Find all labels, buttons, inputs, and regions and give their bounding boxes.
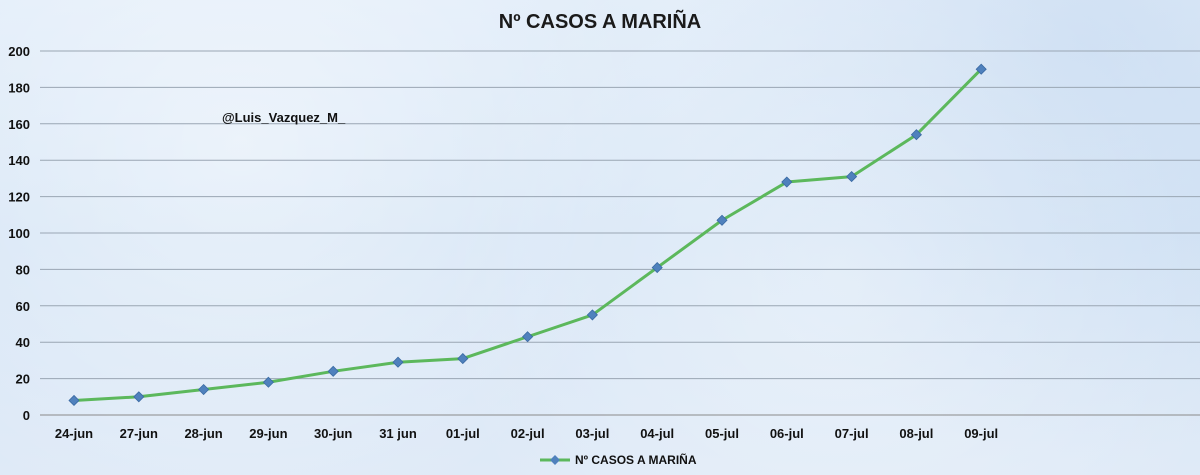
data-point-marker xyxy=(910,129,922,141)
x-tick-label: 05-jul xyxy=(705,426,739,441)
x-tick-label: 02-jul xyxy=(511,426,545,441)
y-tick-label: 0 xyxy=(23,408,30,423)
y-tick-label: 40 xyxy=(16,335,30,350)
x-tick-label: 24-jun xyxy=(55,426,93,441)
x-tick-label: 09-jul xyxy=(964,426,998,441)
data-point-marker xyxy=(781,176,793,188)
data-point-marker xyxy=(716,214,728,226)
y-tick-label: 80 xyxy=(16,262,30,277)
x-tick-label: 08-jul xyxy=(899,426,933,441)
data-point-marker xyxy=(846,171,858,183)
y-tick-label: 160 xyxy=(8,117,30,132)
legend-label: Nº CASOS A MARIÑA xyxy=(575,452,697,467)
legend-marker-swatch xyxy=(550,455,560,465)
y-tick-labels: 0 20 40 60 80 100 120 140 160 180 200 xyxy=(8,44,30,423)
data-point-marker xyxy=(198,383,210,396)
series-line xyxy=(73,68,983,402)
data-point-marker xyxy=(457,353,469,365)
x-tick-label: 04-jul xyxy=(640,426,674,441)
data-point-marker xyxy=(262,376,274,388)
data-point-marker xyxy=(522,331,534,343)
y-tick-label: 140 xyxy=(8,153,30,168)
y-tick-label: 60 xyxy=(16,299,30,314)
x-tick-label: 28-jun xyxy=(184,426,222,441)
annotation-text: @Luis_Vazquez_M_ xyxy=(222,110,346,125)
x-tick-label: 30-jun xyxy=(314,426,352,441)
chart-title: Nº CASOS A MARIÑA xyxy=(499,10,702,33)
data-point-marker xyxy=(133,391,145,403)
x-tick-label: 27-jun xyxy=(120,426,158,441)
series-markers xyxy=(68,63,987,407)
x-tick-labels: 24-jun 27-jun 28-jun 29-jun 30-jun 31 jun 01-j… xyxy=(55,426,998,441)
gridlines xyxy=(40,50,1200,416)
x-tick-label: 06-jul xyxy=(770,426,804,441)
data-point-marker xyxy=(975,63,987,75)
x-tick-label: 03-jul xyxy=(575,426,609,441)
series-line-path xyxy=(73,68,983,402)
x-tick-label: 31 jun xyxy=(379,426,417,441)
data-point-marker xyxy=(327,365,339,377)
data-point-marker xyxy=(651,262,663,274)
y-tick-label: 120 xyxy=(8,190,30,205)
x-tick-label: 01-jul xyxy=(446,426,480,441)
x-tick-label: 29-jun xyxy=(249,426,287,441)
data-point-marker xyxy=(586,309,598,321)
x-tick-label: 07-jul xyxy=(835,426,869,441)
y-tick-label: 200 xyxy=(8,44,30,59)
data-point-marker xyxy=(392,356,404,368)
data-point-marker xyxy=(68,394,80,407)
y-tick-label: 180 xyxy=(8,80,30,95)
y-tick-label: 20 xyxy=(16,372,30,387)
legend: Nº CASOS A MARIÑA xyxy=(540,452,697,467)
y-tick-label: 100 xyxy=(8,226,30,241)
